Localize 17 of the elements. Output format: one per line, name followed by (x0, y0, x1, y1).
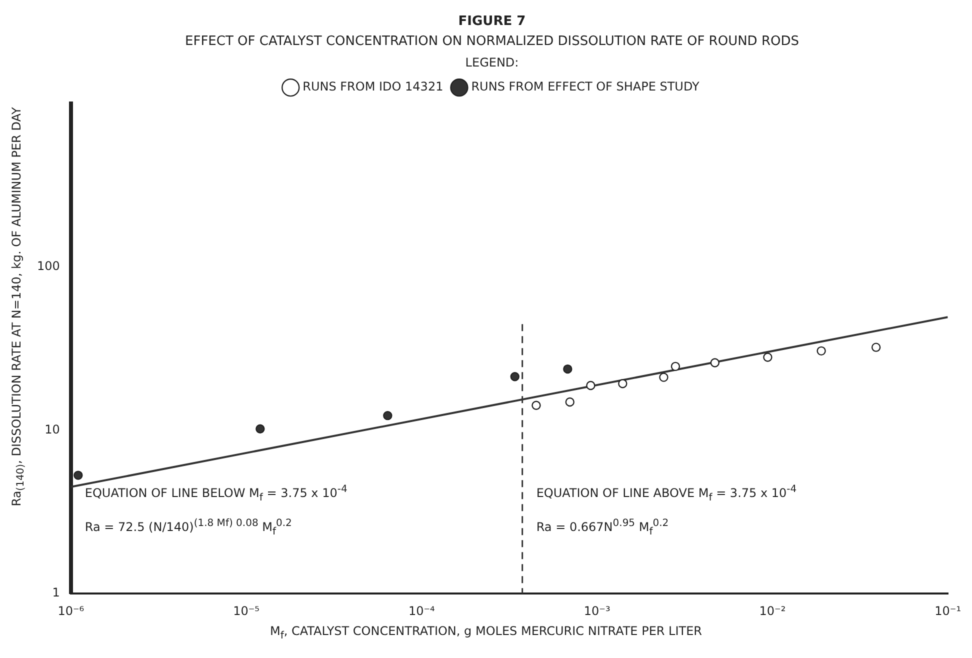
chart-title: FIGURE 7 (458, 14, 526, 30)
x-axis-title: M$_{f}$, CATALYST CONCENTRATION, g MOLES MERCURIC NITRATE PER LITER (268, 624, 704, 642)
x-tick-label: 10⁻² (759, 604, 786, 618)
legend-title: LEGEND: (465, 55, 519, 70)
x-tick-label: 10⁻³ (584, 604, 610, 618)
x-tick-label: 10⁻¹ (934, 604, 962, 618)
annotation: EQUATION OF LINE BELOW M$_{f}$ = 3.75 x 10$^{-4}$ (84, 484, 348, 503)
y-tick-label: 100 (37, 259, 60, 274)
x-tick-label: 10⁻⁶ (58, 604, 84, 618)
x-tick-label: 10⁻⁵ (233, 604, 260, 618)
legend-label: RUNS FROM IDO 14321 (302, 80, 444, 94)
x-tick-label: 10⁻⁴ (408, 604, 436, 618)
annotation: EQUATION OF LINE ABOVE M$_{f}$ = 3.75 x 10$^{-4}$ (536, 484, 797, 503)
chart-subtitle: EFFECT OF CATALYST CONCENTRATION ON NORMALIZED DISSOLUTION RATE OF ROUND RODS (185, 34, 799, 49)
y-tick-label: 1 (52, 586, 60, 600)
legend-label: RUNS FROM EFFECT OF SHAPE STUDY (471, 80, 700, 94)
y-tick-label: 10 (44, 422, 60, 436)
